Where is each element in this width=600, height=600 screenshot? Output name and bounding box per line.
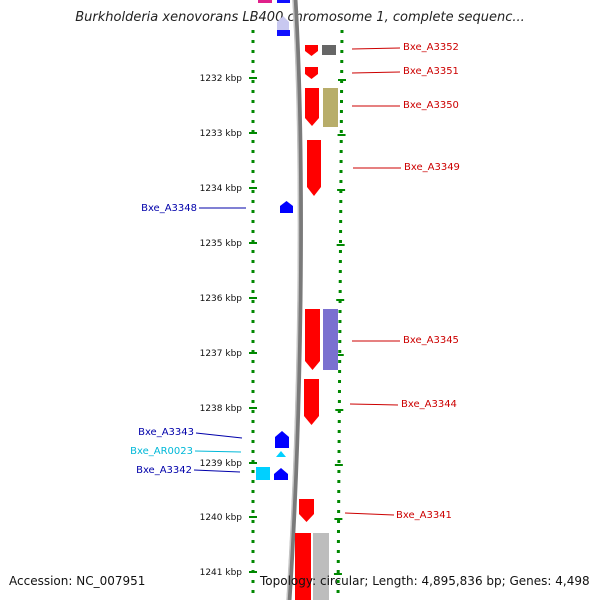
ruler-tick-label: 1236 kbp (200, 294, 243, 304)
gene-partial-forward-bottom[interactable] (295, 533, 311, 600)
partial-gene-top-3 (277, 16, 289, 30)
gene-bxe-a3349[interactable] (307, 140, 321, 196)
gene-label-leader (195, 432, 243, 439)
ruler-tick-label: 1238 kbp (200, 404, 243, 414)
gene-features (256, 45, 338, 600)
gene-label[interactable]: Bxe_A3350 (403, 100, 459, 111)
ruler-ticks: 1232 kbp 1233 kbp 1234 kbp 1235 kbp 1236 kbp… (200, 74, 346, 578)
chromosome-backbone-highlight (286, 0, 300, 600)
gene-label-leader (194, 450, 242, 453)
sequence-title: Burkholderia xenovorans LB400 chromosome… (75, 10, 525, 25)
gene-label[interactable]: Bxe_A3341 (396, 510, 452, 521)
gene-label[interactable]: Bxe_A3344 (401, 399, 457, 410)
category-box-a3345[interactable] (323, 309, 338, 370)
ruler-tick-label: 1233 kbp (200, 129, 243, 139)
accession-text: Accession: NC_007951 (9, 574, 146, 588)
gene-label-leader (193, 469, 241, 473)
gene-bxe-ar0023[interactable] (276, 451, 286, 457)
gene-label[interactable]: Bxe_AR0023 (130, 446, 193, 457)
ruler-tick-label: 1240 kbp (200, 513, 243, 523)
ruler-tick-label: 1237 kbp (200, 349, 243, 359)
gene-label-leader (351, 71, 401, 74)
gene-label[interactable]: Bxe_A3342 (136, 465, 192, 476)
category-box-a3350[interactable] (323, 88, 338, 127)
gene-rna-adjacent[interactable] (256, 467, 270, 480)
gene-label[interactable]: Bxe_A3343 (138, 427, 194, 438)
gene-bxe-a3344[interactable] (304, 379, 319, 425)
ruler-tick-label: 1234 kbp (200, 184, 243, 194)
partial-gene-top-4 (277, 30, 290, 36)
gene-bxe-a3351[interactable] (305, 67, 318, 79)
gene-bxe-a3343[interactable] (275, 431, 289, 448)
gene-bxe-a3352[interactable] (305, 45, 318, 56)
gene-label-leader (349, 403, 399, 406)
gene-label-leader (344, 512, 395, 516)
partial-gene-top-2 (277, 0, 290, 3)
gene-bxe-a3350[interactable] (305, 88, 319, 126)
gene-bxe-a3341[interactable] (299, 499, 314, 522)
ruler-tick-label: 1239 kbp (200, 459, 243, 469)
gene-bxe-a3345[interactable] (305, 309, 320, 370)
gene-label[interactable]: Bxe_A3345 (403, 335, 459, 346)
chromosome-backbone (286, 0, 303, 600)
ruler-tick-label: 1241 kbp (200, 568, 243, 578)
gene-bxe-a3348[interactable] (280, 201, 293, 213)
gene-bxe-a3342[interactable] (274, 468, 288, 480)
ruler-tick-label: 1235 kbp (200, 239, 243, 249)
topology-summary: Topology: circular; Length: 4,895,836 bp… (260, 574, 590, 588)
gene-label[interactable]: Bxe_A3348 (141, 203, 197, 214)
category-box-bottom[interactable] (313, 533, 329, 600)
category-box-a3352[interactable] (322, 45, 336, 55)
ruler-tick-label: 1232 kbp (200, 74, 243, 84)
gene-label[interactable]: Bxe_A3349 (404, 162, 460, 173)
track-border-right (336, 29, 344, 600)
gene-label[interactable]: Bxe_A3352 (403, 42, 459, 53)
gene-label[interactable]: Bxe_A3351 (403, 66, 459, 77)
gene-label-leader (351, 47, 401, 50)
partial-gene-top-1 (258, 0, 272, 3)
gene-labels: Bxe_A3352 Bxe_A3351 Bxe_A3350 Bxe_A3349 Bxe_… (130, 42, 460, 521)
